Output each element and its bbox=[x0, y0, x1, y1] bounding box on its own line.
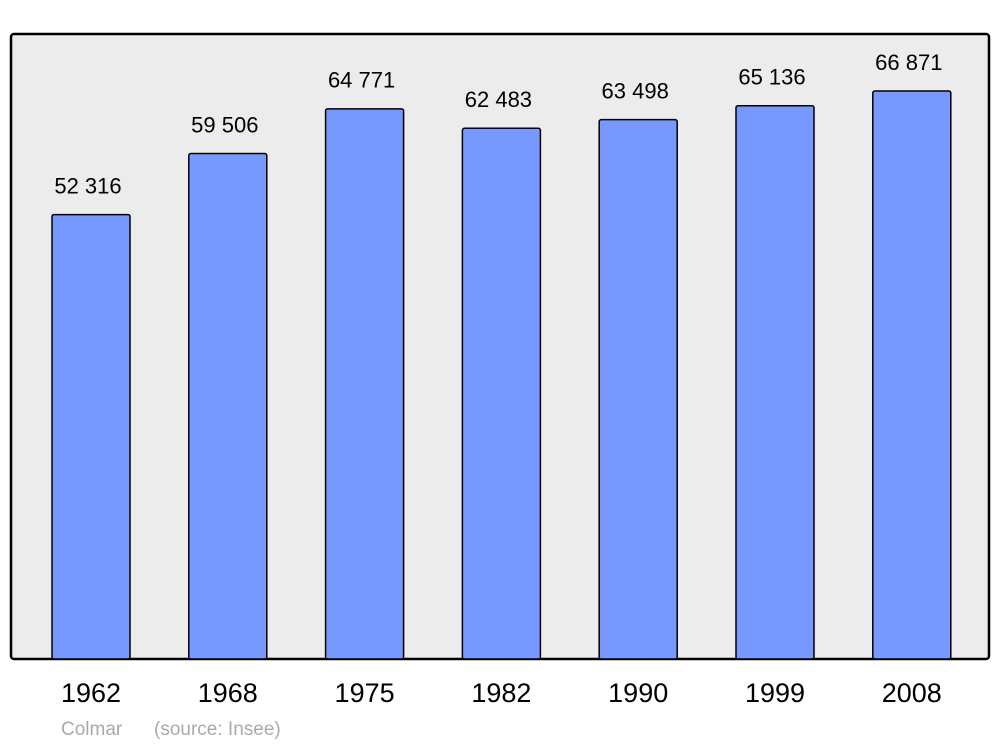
value-label: 66 871 bbox=[875, 50, 942, 75]
bar bbox=[598, 118, 678, 660]
x-tick-label: 1975 bbox=[335, 678, 395, 708]
footer-source: (source: Insee) bbox=[154, 719, 281, 740]
x-tick-label: 1990 bbox=[608, 678, 668, 708]
x-tick-label: 1962 bbox=[61, 678, 121, 708]
bar bbox=[872, 90, 952, 660]
x-tick-label: 2008 bbox=[882, 678, 942, 708]
footer-place: Colmar bbox=[61, 719, 123, 740]
bar bbox=[735, 104, 815, 660]
bar bbox=[461, 127, 542, 660]
x-tick-label: 1982 bbox=[471, 678, 531, 708]
bar bbox=[51, 213, 131, 660]
value-label: 63 498 bbox=[602, 78, 669, 103]
bar bbox=[324, 108, 405, 660]
value-label: 62 483 bbox=[465, 87, 532, 112]
value-label: 65 136 bbox=[738, 65, 805, 90]
value-label: 59 506 bbox=[191, 112, 258, 137]
value-label: 64 771 bbox=[328, 68, 395, 93]
x-tick-label: 1999 bbox=[745, 678, 805, 708]
x-tick-label: 1968 bbox=[198, 678, 258, 708]
bar bbox=[188, 152, 268, 660]
value-label: 52 316 bbox=[54, 173, 121, 198]
